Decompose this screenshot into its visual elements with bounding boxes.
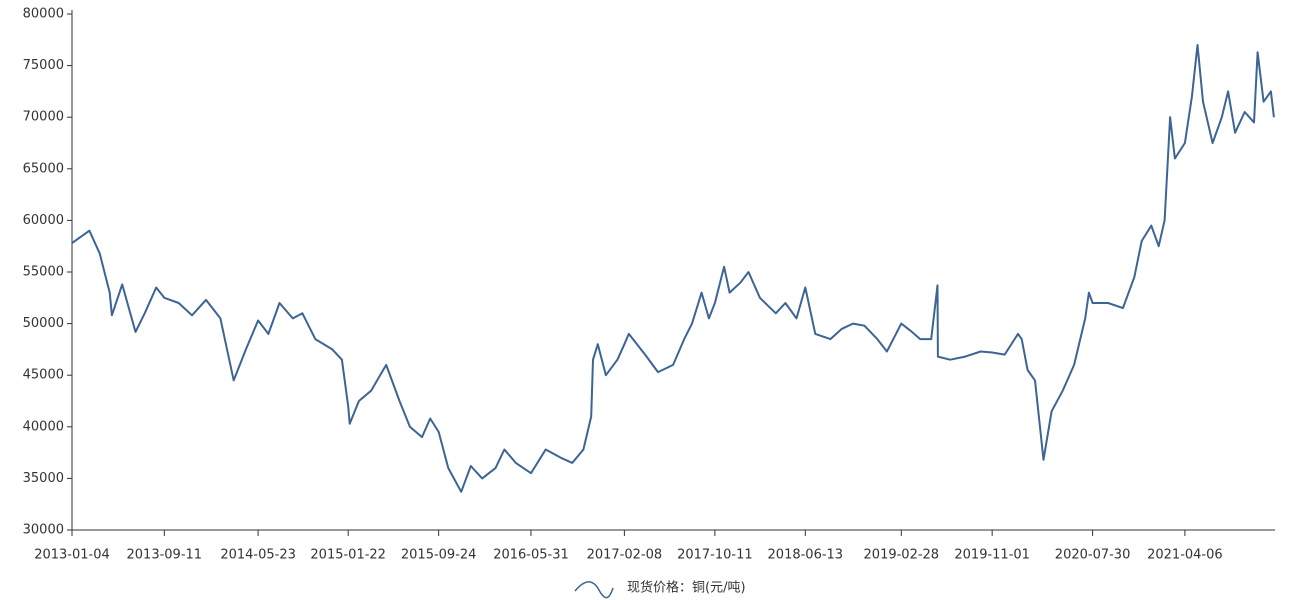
line-series bbox=[71, 44, 1275, 493]
x-tick-label: 2019-02-28 bbox=[864, 548, 940, 563]
y-tick-label: 40000 bbox=[23, 419, 64, 434]
x-tick-label: 2016-05-31 bbox=[493, 548, 569, 563]
y-tick-label: 45000 bbox=[23, 368, 64, 383]
x-tick-label: 2020-07-30 bbox=[1055, 548, 1131, 563]
x-tick-label: 2015-01-22 bbox=[310, 548, 386, 563]
x-tick-label: 2013-09-11 bbox=[127, 548, 203, 563]
y-tick-label: 75000 bbox=[23, 58, 64, 73]
legend-icon bbox=[574, 581, 614, 599]
y-tick-label: 60000 bbox=[23, 213, 64, 228]
y-tick-label: 50000 bbox=[23, 316, 64, 331]
y-tick-label: 55000 bbox=[23, 265, 64, 280]
legend-label: 现货价格：铜(元/吨) bbox=[627, 580, 746, 596]
y-tick-label: 65000 bbox=[23, 161, 64, 176]
x-tick-label: 2017-10-11 bbox=[677, 548, 753, 563]
x-tick-label: 2021-04-06 bbox=[1147, 548, 1223, 563]
x-tick-label: 2017-02-08 bbox=[587, 548, 663, 563]
y-tick-label: 80000 bbox=[23, 7, 64, 22]
y-tick-label: 35000 bbox=[23, 471, 64, 486]
x-tick-label: 2018-06-13 bbox=[768, 548, 844, 563]
y-tick-label: 30000 bbox=[23, 523, 64, 538]
x-tick-label: 2015-09-24 bbox=[401, 548, 477, 563]
x-tick-label: 2013-01-04 bbox=[34, 548, 110, 563]
x-tick-label: 2014-05-23 bbox=[220, 548, 296, 563]
x-tick-label: 2019-11-01 bbox=[954, 548, 1030, 563]
y-tick-label: 70000 bbox=[23, 110, 64, 125]
